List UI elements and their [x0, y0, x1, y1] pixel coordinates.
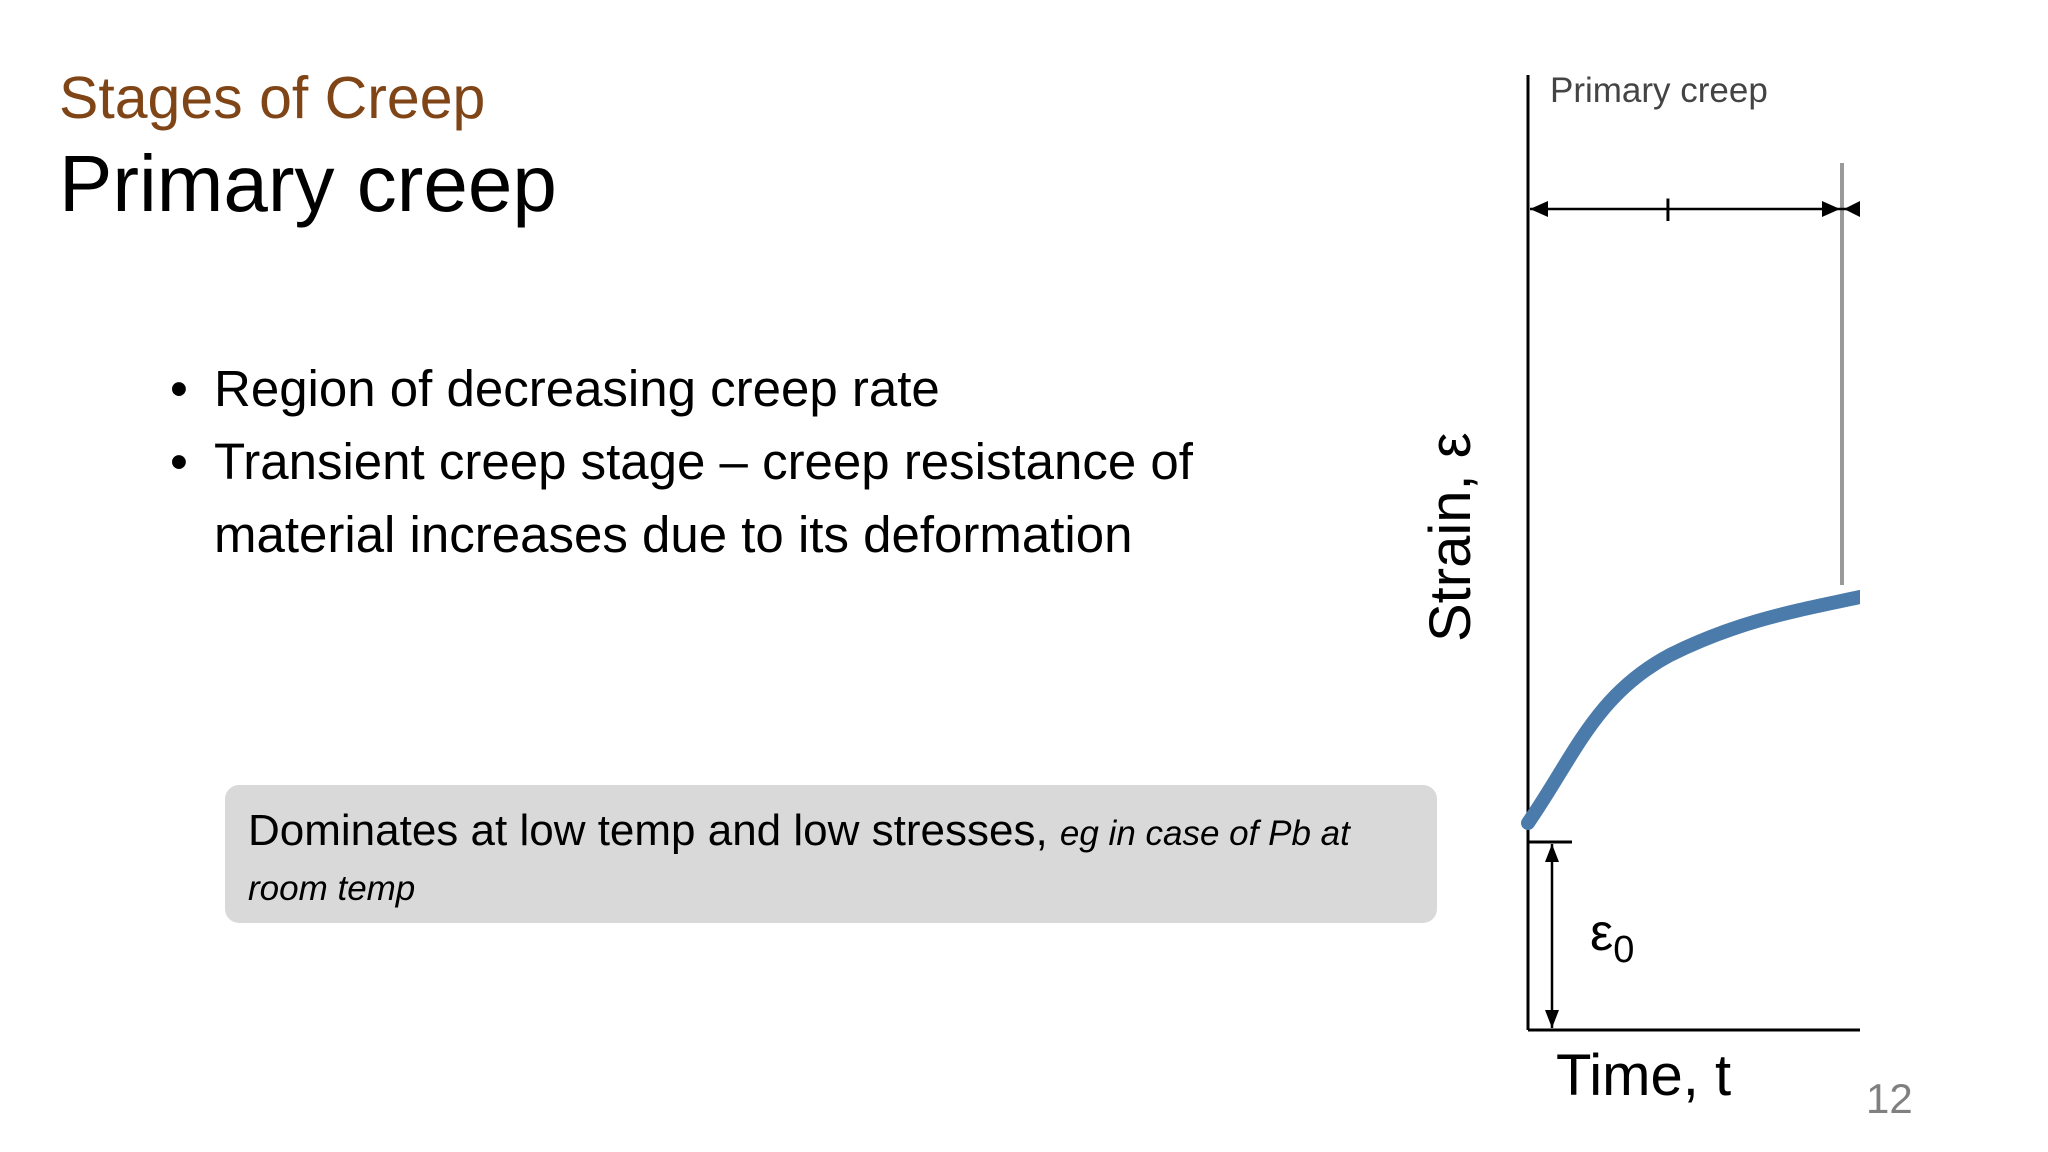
y-axis-label: Strain, ε: [1418, 432, 1483, 642]
bullet-text: Region of decreasing creep rate: [214, 360, 940, 417]
bullet-list: • Region of decreasing creep rate • Tran…: [170, 352, 1270, 571]
creep-curve: [1521, 590, 1860, 830]
bullet-dot: •: [170, 433, 188, 490]
callout-main-text: Dominates at low temp and low stresses,: [248, 806, 1048, 855]
bullet-item: • Transient creep stage – creep resistan…: [170, 425, 1270, 571]
page-number: 12: [1866, 1075, 1913, 1122]
slide-title: Primary creep: [59, 139, 557, 228]
arrowhead-down-icon: [1545, 1010, 1559, 1028]
callout-box: Dominates at low temp and low stresses, …: [225, 785, 1437, 923]
arrowhead-next-icon: [1844, 201, 1860, 217]
bullet-item: • Region of decreasing creep rate: [170, 352, 1270, 425]
bullet-text: Transient creep stage – creep resistance…: [214, 433, 1193, 563]
initial-strain-label: ε0: [1590, 904, 1634, 971]
section-title: Stages of Creep: [59, 65, 486, 131]
arrowhead-right-icon: [1822, 201, 1840, 217]
arrowhead-left-icon: [1530, 201, 1548, 217]
callout-example-text: eg in case of Pb at room temp: [248, 814, 1350, 908]
bullet-dot: •: [170, 360, 188, 417]
stage-label: Primary creep: [1550, 71, 1768, 110]
x-axis-label: Time, t: [1556, 1043, 1731, 1108]
creep-strain-diagram: Primary creep I Strain, ε Time, t ε0: [1400, 55, 1860, 1115]
initial-strain-symbol: ε: [1590, 904, 1613, 962]
stage-marker: I: [1664, 192, 1673, 228]
arrowhead-up-icon: [1545, 844, 1559, 862]
initial-strain-subscript: 0: [1613, 929, 1634, 971]
